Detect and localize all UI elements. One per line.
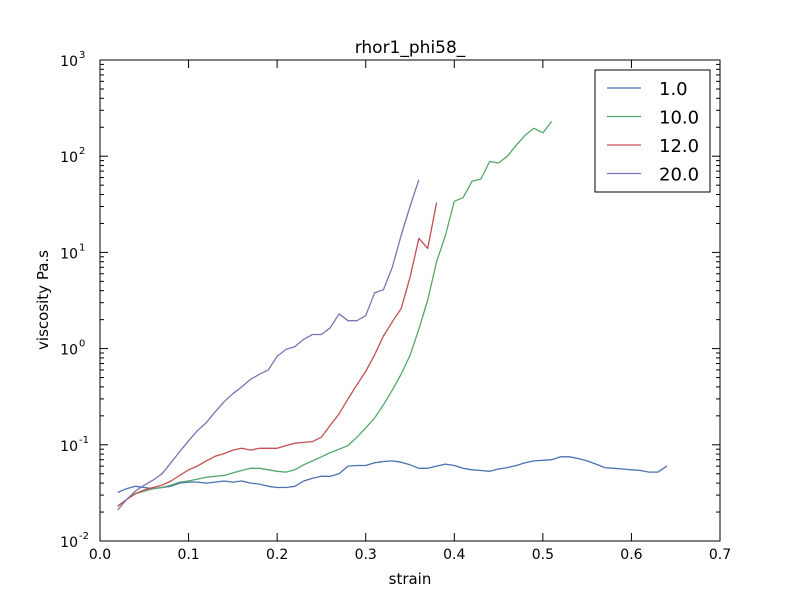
y-tick-label: 10	[60, 54, 78, 70]
y-tick-exponent: 3	[79, 50, 85, 61]
y-tick-exponent: 0	[79, 339, 85, 350]
x-tick-label: 0.5	[532, 547, 554, 563]
series-line-4	[117, 179, 420, 511]
y-tick-label: 10	[60, 343, 78, 359]
y-tick-label: 10	[60, 535, 78, 551]
x-tick-label: 0.6	[620, 547, 642, 563]
y-tick-exponent: -1	[79, 435, 89, 446]
legend-label-1: 1.0	[659, 79, 688, 100]
series-line-1	[117, 456, 668, 494]
x-tick-label: 0.1	[177, 547, 199, 563]
series-line-3	[117, 202, 438, 507]
x-axis-label: strain	[389, 570, 432, 588]
x-tick-label: 0.4	[443, 547, 465, 563]
chart-title: rhor1_phi58_	[355, 38, 466, 58]
y-tick-exponent: 2	[79, 146, 85, 157]
plot-frame	[99, 59, 721, 542]
y-tick-label: 10	[60, 150, 78, 166]
legend-box	[594, 69, 711, 193]
y-tick-exponent: -2	[79, 531, 89, 542]
series-line-2	[117, 121, 553, 507]
x-tick-label: 0.7	[709, 547, 731, 563]
x-tick-label: 0.2	[266, 547, 288, 563]
x-tick-label: 0.3	[355, 547, 377, 563]
legend-label-3: 12.0	[659, 136, 699, 157]
legend-label-2: 10.0	[659, 108, 699, 129]
plot-lines	[117, 121, 668, 511]
x-tick-label: 0.0	[89, 547, 111, 563]
x-axis: 0.0 0.1 0.2 0.3 0.4 0.5 0.6 0.7	[89, 60, 731, 563]
y-tick-label: 10	[60, 246, 78, 262]
y-tick-exponent: 1	[79, 242, 85, 253]
legend: 1.0 10.0 12.0 20.0	[594, 69, 711, 193]
y-axis-label: viscosity Pa.s	[34, 250, 52, 350]
y-tick-label: 10	[60, 439, 78, 455]
legend-label-4: 20.0	[659, 165, 699, 186]
